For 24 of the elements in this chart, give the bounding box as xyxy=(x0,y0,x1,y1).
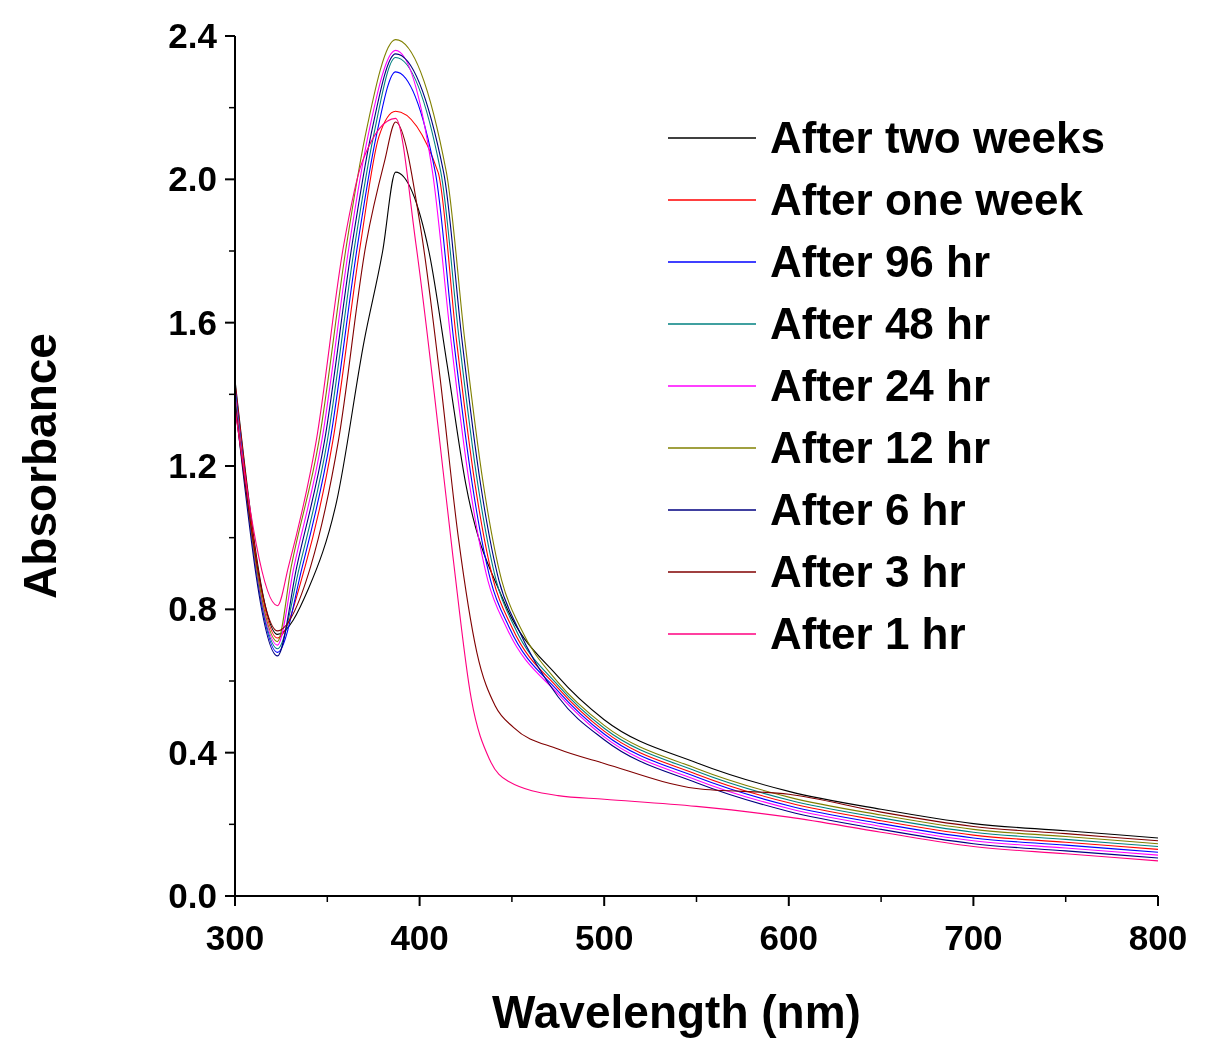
legend-label: After 3 hr xyxy=(770,547,966,596)
y-tick-label: 0.4 xyxy=(168,732,218,772)
legend-label: After 6 hr xyxy=(770,485,966,534)
y-tick-label: 0.8 xyxy=(168,589,217,629)
x-axis-title: Wavelength (nm) xyxy=(492,986,861,1038)
y-axis-title: Absorbance xyxy=(14,333,66,599)
x-tick-label: 300 xyxy=(205,918,265,957)
legend-label: After 12 hr xyxy=(770,423,991,472)
y-tick-label: 1.2 xyxy=(168,446,217,485)
y-tick-label: 0.0 xyxy=(168,876,217,915)
legend-label: After 1 hr xyxy=(770,609,966,658)
x-tick-label: 400 xyxy=(390,918,449,957)
legend-label: After two weeks xyxy=(770,113,1105,162)
x-tick-label: 700 xyxy=(944,918,1003,957)
legend-label: After 48 hr xyxy=(770,299,991,348)
x-tick-label: 500 xyxy=(575,918,634,957)
legend-label: After 96 hr xyxy=(770,237,991,286)
legend-label: After one week xyxy=(770,175,1084,224)
x-tick-label: 800 xyxy=(1128,918,1188,957)
y-tick-label: 1.6 xyxy=(168,302,217,342)
y-tick-label: 2.0 xyxy=(168,159,217,199)
y-tick-label: 2.4 xyxy=(168,16,218,55)
legend-label: After 24 hr xyxy=(770,361,991,410)
x-tick-label: 600 xyxy=(759,918,818,957)
